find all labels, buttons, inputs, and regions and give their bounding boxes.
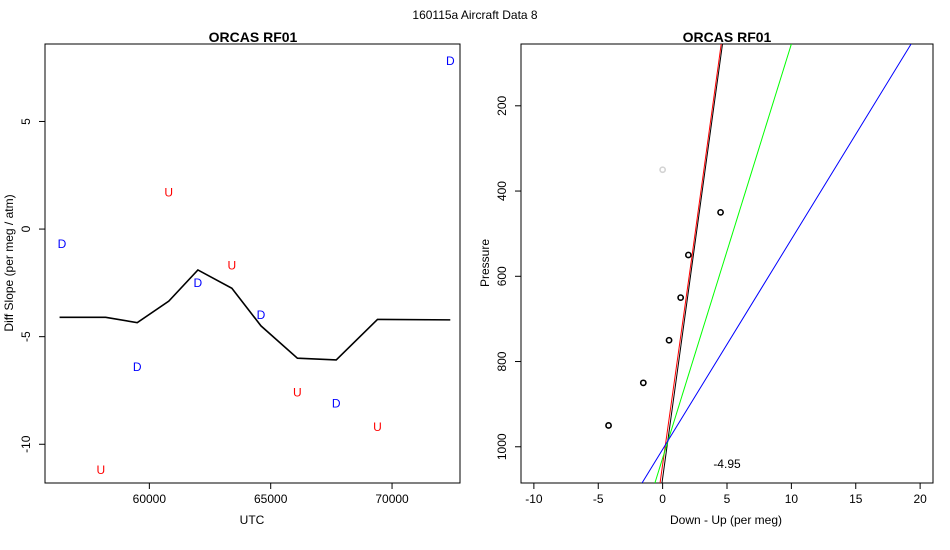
right-panel-title: ORCAS RF01 xyxy=(683,29,772,45)
left-plot-frame xyxy=(44,43,461,484)
right-axis-ticks: -10 -5 0 5 10 15 20 200 400 600 800 1000 xyxy=(495,95,927,506)
left-y-tick-label: 0 xyxy=(19,225,33,232)
data-point xyxy=(677,294,685,301)
down-marker: D xyxy=(133,360,142,374)
down-marker: D xyxy=(257,308,266,322)
left-plot-marks: D U D U D U D U D U D xyxy=(58,54,455,477)
fit-line-black xyxy=(661,44,723,483)
down-marker: D xyxy=(332,396,341,410)
right-y-tick-label: 600 xyxy=(495,266,509,286)
left-y-tick-label: -5 xyxy=(19,331,33,342)
fit-lines-group xyxy=(641,44,912,483)
fit-line-red xyxy=(659,44,722,483)
left-x-tick-label: 70000 xyxy=(375,492,409,506)
data-point xyxy=(659,166,667,174)
right-x-tick-label: 5 xyxy=(724,492,731,506)
right-x-tick-label: 20 xyxy=(913,492,927,506)
data-point xyxy=(684,251,692,259)
right-y-tick-label: 400 xyxy=(495,181,509,201)
right-y-tick-label: 1000 xyxy=(495,433,509,460)
left-y-tick-label: 5 xyxy=(19,118,33,125)
down-marker: D xyxy=(194,276,203,290)
right-y-axis-label: Pressure xyxy=(478,239,492,287)
data-point xyxy=(605,422,612,429)
right-x-axis-label: Down - Up (per meg) xyxy=(670,513,782,527)
up-marker: U xyxy=(293,386,302,400)
right-x-tick-label: 10 xyxy=(785,492,799,506)
right-plot-marks xyxy=(605,44,912,483)
left-axis-ticks: 60000 65000 70000 5 0 -5 -10 xyxy=(19,118,409,506)
right-x-tick-label: 15 xyxy=(849,492,863,506)
left-y-tick-label: -10 xyxy=(19,435,33,453)
right-y-tick-label: 800 xyxy=(495,351,509,371)
left-x-tick-label: 60000 xyxy=(133,492,167,506)
fit-line-green xyxy=(654,44,792,483)
figure-suptitle: 160115a Aircraft Data 8 xyxy=(412,8,538,22)
up-marker: U xyxy=(164,185,173,199)
data-point xyxy=(665,336,673,344)
slope-line xyxy=(59,268,451,361)
left-x-tick-label: 65000 xyxy=(254,492,288,506)
left-panel: ORCAS RF01 60000 65000 70000 5 0 -5 -10 D U D U D U… xyxy=(2,29,461,527)
left-x-axis-label: UTC xyxy=(240,513,265,527)
up-marker: U xyxy=(96,463,105,477)
left-panel-title: ORCAS RF01 xyxy=(209,29,298,45)
fit-line-blue xyxy=(641,44,912,483)
right-panel: ORCAS RF01 -10 -5 0 5 10 15 20 200 400 600 800 1000… xyxy=(478,29,934,527)
up-marker: U xyxy=(373,420,382,434)
right-x-tick-label: -5 xyxy=(593,492,604,506)
data-point xyxy=(717,208,724,216)
left-y-axis-label: Diff Slope (per meg / atm) xyxy=(2,194,16,331)
down-marker: D xyxy=(58,237,67,251)
right-x-tick-label: -10 xyxy=(525,492,543,506)
right-x-tick-label: 0 xyxy=(659,492,666,506)
up-marker: U xyxy=(228,259,237,273)
down-marker: D xyxy=(446,54,455,68)
right-annotation-label: -4.95 xyxy=(713,457,741,471)
data-point xyxy=(639,379,647,387)
right-y-tick-label: 200 xyxy=(495,95,509,115)
